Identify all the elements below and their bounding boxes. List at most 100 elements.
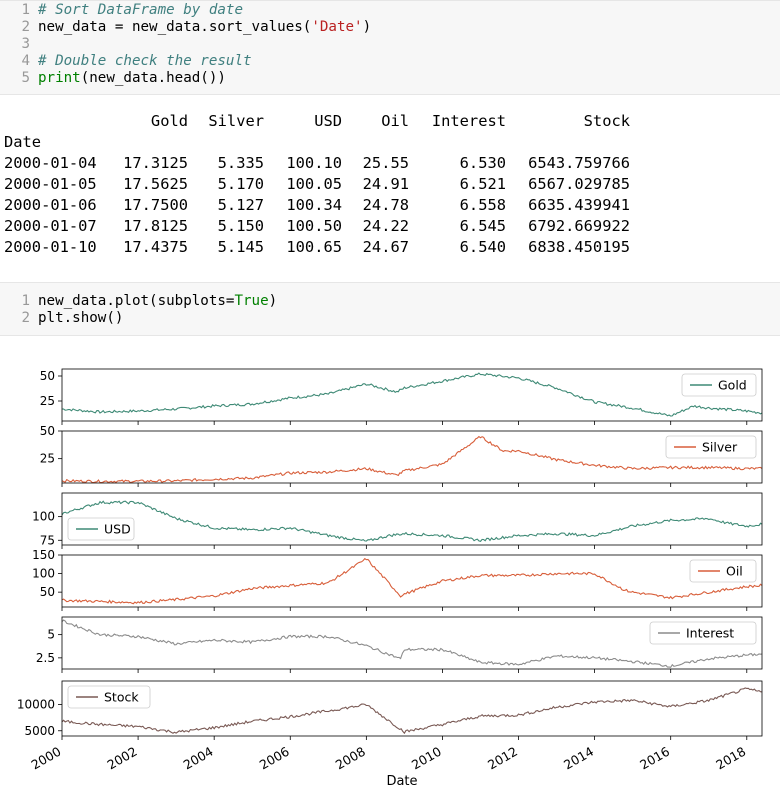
code-keyword: print bbox=[38, 70, 81, 86]
column-header: Oil bbox=[381, 112, 409, 130]
legend-label: Gold bbox=[718, 378, 747, 393]
axes-frame bbox=[61, 616, 763, 670]
column-header: Gold bbox=[150, 112, 188, 130]
column-header: Stock bbox=[583, 112, 630, 130]
code-text: plt.show() bbox=[38, 310, 124, 326]
code-line: 5 print(new_data.head()) bbox=[0, 70, 226, 87]
code-cell-sort[interactable]: 1 # Sort DataFrame by date 2 new_data = ne… bbox=[0, 0, 780, 95]
legend-box bbox=[649, 621, 757, 645]
y-tick-label: 5000 bbox=[24, 724, 55, 738]
code-text: new_data.plot(subplots= bbox=[38, 293, 235, 309]
y-tick-label: 150 bbox=[32, 548, 55, 562]
column-header: USD bbox=[314, 112, 342, 130]
table-cell: 100.65 bbox=[286, 238, 342, 256]
table-cell: 17.5625 bbox=[123, 175, 188, 193]
table-cell: 24.91 bbox=[362, 175, 409, 193]
row-index: 2000-01-07 bbox=[4, 217, 97, 235]
code-line: 1 new_data.plot(subplots=True) bbox=[0, 293, 277, 310]
code-line: 1 # Sort DataFrame by date bbox=[0, 2, 243, 19]
row-index: 2000-01-05 bbox=[4, 175, 97, 193]
line-number: 2 bbox=[21, 310, 30, 326]
axes-frame bbox=[61, 554, 763, 608]
column-header: Interest bbox=[431, 112, 506, 130]
code-text: ) bbox=[268, 293, 278, 309]
row-index: 2000-01-10 bbox=[4, 238, 97, 256]
legend-box bbox=[665, 435, 757, 459]
legend-box bbox=[67, 517, 135, 541]
code-line: 4 # Double check the result bbox=[0, 53, 252, 70]
table-cell: 5.150 bbox=[217, 217, 264, 235]
table-cell: 5.145 bbox=[217, 238, 264, 256]
table-cell: 100.05 bbox=[286, 175, 342, 193]
series-line-stock bbox=[61, 687, 763, 735]
code-comment: # Double check the result bbox=[38, 53, 252, 69]
y-tick-label: 50 bbox=[40, 369, 55, 383]
table-cell: 17.8125 bbox=[123, 217, 188, 235]
line-number: 3 bbox=[21, 36, 30, 52]
x-tick-label: 2014 bbox=[561, 744, 596, 773]
table-cell: 100.34 bbox=[286, 196, 342, 214]
x-tick-label: 2010 bbox=[409, 744, 444, 773]
x-axis-label: Date bbox=[386, 774, 417, 789]
axes-frame bbox=[61, 368, 763, 422]
legend-label: USD bbox=[104, 522, 131, 537]
code-text: new_data = new_data.sort_values( bbox=[38, 19, 312, 35]
table-cell: 6.530 bbox=[459, 154, 506, 172]
x-tick-label: 2006 bbox=[257, 744, 292, 773]
table-cell: 6635.439941 bbox=[528, 196, 630, 214]
code-line: 2 new_data = new_data.sort_values('Date') bbox=[0, 19, 371, 36]
series-line-usd bbox=[61, 500, 763, 543]
line-number: 4 bbox=[21, 53, 30, 69]
row-index: 2000-01-04 bbox=[4, 154, 97, 172]
line-number: 2 bbox=[21, 19, 30, 35]
y-tick-label: 10000 bbox=[17, 698, 55, 712]
code-line: 2 plt.show() bbox=[0, 310, 123, 327]
code-string: 'Date' bbox=[311, 19, 363, 35]
table-cell: 6.558 bbox=[459, 196, 506, 214]
code-comment: # Sort DataFrame by date bbox=[38, 2, 243, 18]
x-tick-label: 2012 bbox=[485, 744, 520, 773]
table-cell: 6.540 bbox=[459, 238, 506, 256]
axes-frame bbox=[61, 680, 763, 737]
code-text: (new_data.head()) bbox=[80, 70, 226, 86]
table-cell: 17.3125 bbox=[123, 154, 188, 172]
table-cell: 17.7500 bbox=[123, 196, 188, 214]
series-line-interest bbox=[61, 619, 763, 668]
series-line-silver bbox=[61, 435, 763, 484]
table-cell: 24.78 bbox=[362, 196, 409, 214]
row-index: 2000-01-06 bbox=[4, 196, 97, 214]
legend-box bbox=[689, 559, 757, 583]
y-tick-label: 100 bbox=[32, 567, 55, 581]
y-tick-label: 25 bbox=[40, 394, 55, 408]
y-tick-label: 25 bbox=[40, 452, 55, 466]
y-tick-label: 50 bbox=[40, 424, 55, 438]
code-line: 3 bbox=[0, 36, 38, 53]
x-tick-label: 2016 bbox=[637, 744, 672, 773]
table-cell: 6543.759766 bbox=[528, 154, 630, 172]
line-number: 5 bbox=[21, 70, 30, 86]
axes-frame bbox=[61, 492, 763, 546]
table-cell: 6838.450195 bbox=[528, 238, 630, 256]
x-tick-label: 2000 bbox=[28, 744, 63, 773]
legend-label: Interest bbox=[686, 626, 734, 641]
y-tick-label: 75 bbox=[40, 533, 55, 547]
legend-box bbox=[67, 685, 151, 709]
legend-label: Stock bbox=[104, 690, 139, 705]
table-cell: 100.50 bbox=[286, 217, 342, 235]
subplots-chart: 25 50 Gold 25 50 Silver 75 100 USD 50 100 150 Oil 2.5… bbox=[17, 368, 763, 789]
table-cell: 6567.029785 bbox=[528, 175, 630, 193]
table-cell: 5.335 bbox=[217, 154, 264, 172]
column-header: Silver bbox=[208, 112, 264, 130]
table-cell: 6.521 bbox=[459, 175, 506, 193]
table-cell: 25.55 bbox=[362, 154, 409, 172]
dataframe-output: Gold Silver USD Oil Interest Stock Date … bbox=[0, 108, 780, 263]
x-tick-label: 2008 bbox=[333, 744, 368, 773]
legend-label: Oil bbox=[726, 564, 743, 579]
line-number: 1 bbox=[21, 293, 30, 309]
line-number: 1 bbox=[21, 2, 30, 18]
code-text: ) bbox=[362, 19, 372, 35]
x-tick-label: 2002 bbox=[105, 744, 140, 773]
code-cell-plot[interactable]: 1 new_data.plot(subplots=True) 2 plt.show(… bbox=[0, 282, 780, 336]
table-cell: 24.67 bbox=[362, 238, 409, 256]
code-keyword: True bbox=[234, 293, 269, 309]
